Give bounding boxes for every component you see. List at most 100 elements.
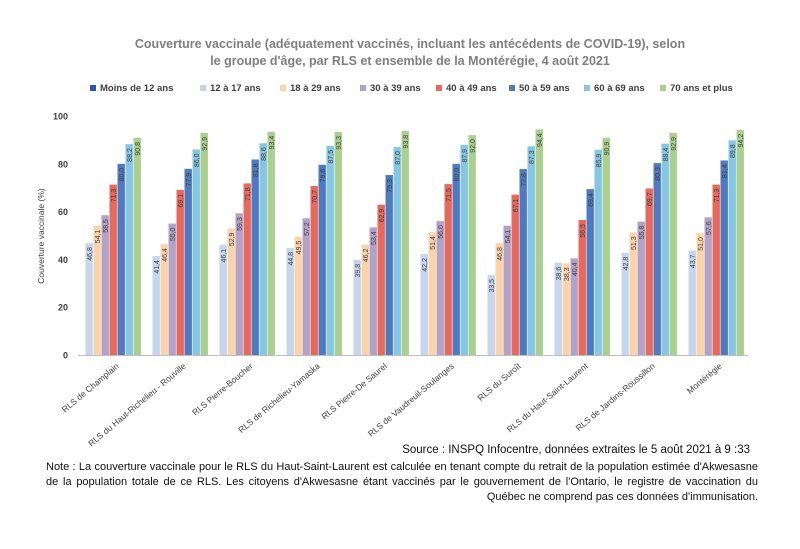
data-label-rls-du-haut-saint-laurent-12-a-17-ans: 38,6 bbox=[556, 267, 563, 281]
bar-rls-pierre-de-saurel-70-ans-et-plus bbox=[401, 130, 409, 355]
data-label-rls-pierre-de-saurel-70-ans-et-plus: 93,8 bbox=[403, 135, 410, 149]
x-tick-label-rls-pierre-boucher: RLS Pierre-Boucher bbox=[190, 361, 255, 418]
legend-swatch-60-a-69-ans bbox=[584, 85, 590, 91]
legend-swatch-moins-de-12-ans bbox=[90, 85, 96, 91]
data-label-rls-pierre-boucher-12-a-17-ans: 46,1 bbox=[221, 249, 228, 263]
data-label-rls-du-suroit-50-a-59-ans: 77,8 bbox=[521, 173, 528, 187]
legend-label-40-a-49-ans: 40 à 49 ans bbox=[446, 83, 497, 94]
bar-rls-de-vaudreuil-soulanges-18-a-29-ans bbox=[428, 232, 436, 355]
data-label-rls-de-champlain-18-a-29-ans: 54,1 bbox=[95, 230, 102, 244]
bar-rls-pierre-boucher-40-a-49-ans bbox=[243, 183, 251, 355]
bar-rls-pierre-de-saurel-12-a-17-ans bbox=[353, 259, 361, 355]
bar-rls-du-haut-saint-laurent-60-a-69-ans bbox=[594, 149, 602, 355]
bars: 46,854,158,571,380,088,2 90,841,446,455,0… bbox=[85, 129, 745, 355]
x-tick-label-monteregie: Montérégie bbox=[685, 361, 724, 396]
bar-rls-du-haut-saint-laurent-40-a-49-ans bbox=[578, 219, 586, 355]
bar-rls-pierre-de-saurel-30-a-39-ans bbox=[369, 227, 377, 355]
data-label-rls-de-jardins-roussillon-60-a-69-ans: 88,4 bbox=[663, 148, 670, 162]
data-label-rls-du-haut-richelieu-rouville-60-a-69-ans: 86,0 bbox=[194, 153, 201, 167]
bar-rls-de-vaudreuil-soulanges-12-a-17-ans bbox=[420, 254, 428, 355]
bar-rls-de-jardins-roussillon-18-a-29-ans bbox=[629, 232, 637, 355]
legend-swatch-40-a-49-ans bbox=[436, 85, 442, 91]
bar-rls-du-haut-richelieu-rouville-40-a-49-ans bbox=[176, 189, 184, 355]
bar-rls-de-champlain-50-a-59-ans bbox=[117, 163, 125, 355]
y-tick-label: 0 bbox=[63, 351, 68, 361]
x-tick-label-rls-du-suroit: RLS du Suroît bbox=[475, 360, 523, 402]
bar-rls-du-suroit-18-a-29-ans bbox=[495, 243, 503, 355]
data-label-rls-de-richelieu-yamaska-50-a-59-ans: 79,6 bbox=[320, 169, 327, 183]
bar-rls-pierre-de-saurel-60-a-69-ans bbox=[393, 147, 401, 355]
data-label-rls-de-richelieu-yamaska-70-ans-et-plus: 93,3 bbox=[336, 136, 343, 150]
data-label-rls-du-haut-saint-laurent-70-ans-et-plus: 90,9 bbox=[604, 142, 611, 156]
data-label-monteregie-70-ans-et-plus: 94,2 bbox=[738, 134, 745, 148]
data-label-rls-du-haut-saint-laurent-30-a-39-ans: 40,4 bbox=[572, 262, 579, 276]
data-label-rls-de-jardins-roussillon-18-a-29-ans: 51,3 bbox=[631, 236, 638, 250]
source-note: Source : INSPQ Infocentre, données extra… bbox=[402, 444, 750, 456]
data-label-rls-pierre-de-saurel-40-a-49-ans: 62,9 bbox=[379, 209, 386, 223]
data-label-monteregie-50-a-59-ans: 81,4 bbox=[722, 164, 729, 178]
bar-rls-de-champlain-30-a-39-ans bbox=[101, 215, 109, 355]
y-tick-label: 80 bbox=[58, 159, 68, 169]
data-label-rls-pierre-boucher-40-a-49-ans: 71,8 bbox=[245, 187, 252, 201]
data-label-rls-pierre-boucher-60-a-69-ans: 88,6 bbox=[261, 147, 268, 161]
bar-rls-du-haut-saint-laurent-70-ans-et-plus bbox=[602, 137, 610, 355]
bar-rls-pierre-boucher-50-a-59-ans bbox=[251, 159, 259, 355]
data-label-rls-du-suroit-12-a-17-ans: 33,5 bbox=[489, 279, 496, 293]
data-label-rls-de-richelieu-yamaska-40-a-49-ans: 70,7 bbox=[312, 190, 319, 204]
bar-rls-du-suroit-60-a-69-ans bbox=[527, 146, 535, 355]
bar-monteregie-12-a-17-ans bbox=[688, 250, 696, 355]
bar-rls-de-champlain-60-a-69-ans bbox=[125, 144, 133, 355]
bar-rls-de-jardins-roussillon-60-a-69-ans bbox=[661, 143, 669, 355]
data-label-rls-de-vaudreuil-soulanges-18-a-29-ans: 51,4 bbox=[430, 236, 437, 250]
bar-rls-du-haut-richelieu-rouville-50-a-59-ans bbox=[184, 168, 192, 355]
data-label-rls-de-champlain-60-a-69-ans: 88,2 bbox=[127, 148, 134, 162]
bar-rls-du-haut-richelieu-rouville-70-ans-et-plus bbox=[200, 132, 208, 355]
bar-rls-pierre-boucher-70-ans-et-plus bbox=[267, 131, 275, 355]
bar-rls-pierre-boucher-18-a-29-ans bbox=[227, 228, 235, 355]
bar-rls-pierre-de-saurel-50-a-59-ans bbox=[385, 175, 393, 355]
bar-rls-pierre-de-saurel-40-a-49-ans bbox=[377, 204, 385, 355]
bar-rls-de-jardins-roussillon-50-a-59-ans bbox=[653, 163, 661, 355]
data-label-rls-pierre-de-saurel-12-a-17-ans: 39,8 bbox=[355, 264, 362, 278]
data-label-monteregie-18-a-29-ans: 51,0 bbox=[698, 237, 705, 251]
x-tick-label-rls-de-champlain: RLS de Champlain bbox=[60, 361, 121, 415]
chart-title: Couverture vaccinale (adéquatement vacci… bbox=[40, 36, 780, 70]
bar-rls-du-haut-richelieu-rouville-60-a-69-ans bbox=[192, 149, 200, 355]
data-label-rls-du-haut-richelieu-rouville-30-a-39-ans: 55,0 bbox=[170, 227, 177, 241]
bar-rls-pierre-boucher-60-a-69-ans bbox=[259, 143, 267, 355]
data-label-rls-de-champlain-40-a-49-ans: 71,3 bbox=[111, 188, 118, 202]
data-label-rls-du-haut-richelieu-rouville-50-a-59-ans: 77,9 bbox=[186, 173, 193, 187]
bar-rls-du-haut-saint-laurent-30-a-39-ans bbox=[570, 258, 578, 355]
data-label-rls-pierre-boucher-50-a-59-ans: 81,8 bbox=[253, 163, 260, 177]
data-label-rls-de-jardins-roussillon-50-a-59-ans: 80,3 bbox=[655, 167, 662, 181]
legend-label-60-a-69-ans: 60 à 69 ans bbox=[594, 83, 645, 94]
y-axis: 0 20 40 60 80 100 Couverture vaccinale (%) bbox=[36, 112, 68, 361]
data-label-rls-du-haut-richelieu-rouville-12-a-17-ans: 41,4 bbox=[154, 260, 161, 274]
data-label-rls-du-haut-saint-laurent-60-a-69-ans: 85,9 bbox=[596, 154, 603, 168]
legend-label-moins-de-12-ans: Moins de 12 ans bbox=[100, 83, 173, 94]
data-label-rls-du-suroit-18-a-29-ans: 46,8 bbox=[497, 247, 504, 261]
legend-swatch-18-a-29-ans bbox=[280, 85, 286, 91]
data-label-rls-du-haut-richelieu-rouville-70-ans-et-plus: 92,9 bbox=[202, 137, 209, 151]
bar-rls-de-jardins-roussillon-12-a-17-ans bbox=[621, 252, 629, 355]
data-label-rls-de-jardins-roussillon-70-ans-et-plus: 92,9 bbox=[671, 137, 678, 151]
data-label-rls-du-haut-richelieu-rouville-40-a-49-ans: 69,1 bbox=[178, 194, 185, 208]
bar-rls-de-richelieu-yamaska-18-a-29-ans bbox=[294, 236, 302, 355]
bar-rls-du-suroit-40-a-49-ans bbox=[511, 194, 519, 355]
bar-monteregie-18-a-29-ans bbox=[696, 233, 704, 355]
data-label-rls-pierre-de-saurel-30-a-39-ans: 53,4 bbox=[371, 231, 378, 245]
legend-label-50-a-59-ans: 50 à 59 ans bbox=[519, 83, 570, 94]
bar-rls-du-haut-richelieu-rouville-30-a-39-ans bbox=[168, 223, 176, 355]
chart-title-line-1: Couverture vaccinale (adéquatement vacci… bbox=[134, 37, 686, 51]
bar-rls-de-richelieu-yamaska-12-a-17-ans bbox=[286, 247, 294, 355]
legend-label-30-a-39-ans: 30 à 39 ans bbox=[370, 83, 421, 94]
bar-rls-du-suroit-12-a-17-ans bbox=[487, 274, 495, 355]
data-label-rls-pierre-boucher-70-ans-et-plus: 93,4 bbox=[269, 136, 276, 150]
bar-monteregie-60-a-69-ans bbox=[728, 140, 736, 355]
bar-rls-de-richelieu-yamaska-30-a-39-ans bbox=[302, 218, 310, 355]
bar-rls-du-haut-richelieu-rouville-18-a-29-ans bbox=[160, 244, 168, 355]
bar-rls-de-richelieu-yamaska-50-a-59-ans bbox=[318, 164, 326, 355]
footnote: Note : La couverture vaccinale pour le R… bbox=[46, 461, 758, 503]
data-label-rls-du-suroit-70-ans-et-plus: 94,4 bbox=[537, 133, 544, 147]
